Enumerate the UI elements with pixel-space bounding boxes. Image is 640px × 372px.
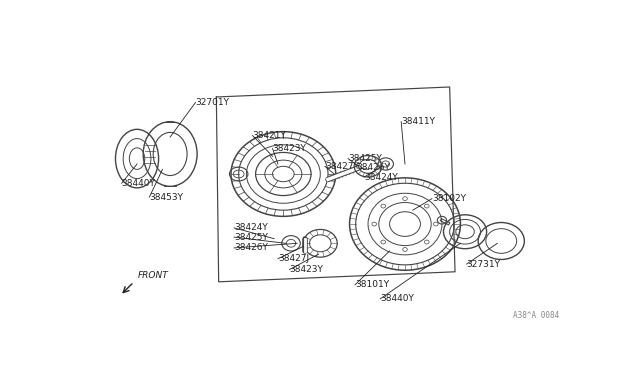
Text: 38453Y: 38453Y: [149, 193, 184, 202]
Text: 32701Y: 32701Y: [196, 98, 230, 107]
Text: 32731Y: 32731Y: [467, 260, 500, 269]
Text: 38426Y: 38426Y: [356, 163, 390, 172]
Text: 38101Y: 38101Y: [355, 280, 389, 289]
Text: 38423Y: 38423Y: [273, 144, 307, 153]
Text: 38424Y: 38424Y: [234, 224, 268, 232]
Text: 38427Y: 38427Y: [325, 162, 359, 171]
Text: 38424Y: 38424Y: [364, 173, 398, 182]
Text: 38421Y: 38421Y: [253, 131, 287, 140]
Text: 38425Y: 38425Y: [348, 154, 382, 163]
Text: 38102Y: 38102Y: [432, 194, 466, 203]
Text: FRONT: FRONT: [138, 271, 168, 280]
Text: 38440Y: 38440Y: [380, 294, 414, 303]
Text: 38427J: 38427J: [278, 254, 309, 263]
Text: 38425Y: 38425Y: [234, 232, 268, 242]
Text: 38423Y: 38423Y: [289, 265, 323, 274]
Text: A38^A 0084: A38^A 0084: [513, 311, 559, 320]
Text: 38440Y: 38440Y: [122, 179, 156, 188]
Text: 38411Y: 38411Y: [401, 117, 435, 126]
Text: 38426Y: 38426Y: [234, 243, 268, 253]
